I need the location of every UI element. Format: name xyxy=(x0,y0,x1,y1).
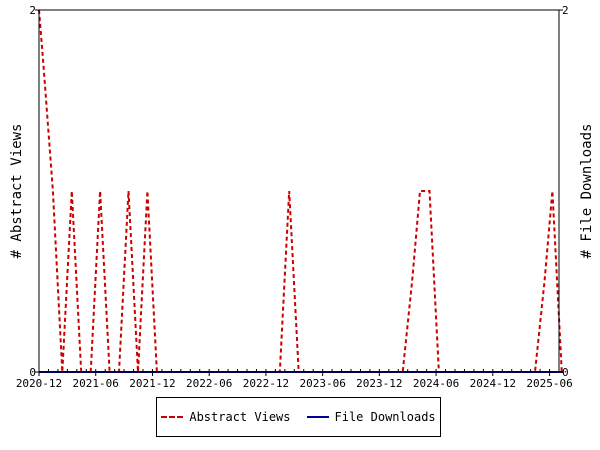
x-axis-ticks: 2020-12 2021-06 2021-12 2022-06 2022-12 2023-… xyxy=(16,369,573,390)
right-axis-title: # File Downloads xyxy=(579,124,595,259)
x-tick-label: 2021-12 xyxy=(129,377,175,390)
y-axis-ticks: 0 2 0 2 xyxy=(29,4,568,379)
plot-area xyxy=(39,10,559,372)
y-right-tick-label: 0 xyxy=(562,366,569,379)
y-left-tick-label: 0 xyxy=(29,366,36,379)
x-tick-label: 2022-06 xyxy=(186,377,232,390)
y-left-tick-label: 2 xyxy=(29,4,36,17)
series-line-abstract-views xyxy=(38,9,563,373)
x-tick-label: 2024-06 xyxy=(413,377,459,390)
legend-label-file-downloads: File Downloads xyxy=(334,410,436,424)
left-axis-title: # Abstract Views xyxy=(9,124,25,259)
chart: 2020-12 2021-06 2021-12 2022-06 2022-12 2023-… xyxy=(9,4,595,390)
y-right-tick-label: 2 xyxy=(562,4,569,17)
legend-item-abstract-views: Abstract Views xyxy=(161,410,291,424)
legend-swatch-file-downloads xyxy=(306,416,329,418)
x-tick-label: 2020-12 xyxy=(16,377,62,390)
x-tick-label: 2025-06 xyxy=(526,377,572,390)
x-tick-label: 2021-06 xyxy=(73,377,119,390)
x-tick-label: 2023-12 xyxy=(356,377,402,390)
x-tick-label: 2022-12 xyxy=(243,377,289,390)
legend-swatch-abstract-views xyxy=(161,416,184,418)
legend: Abstract Views File Downloads xyxy=(156,397,441,437)
x-tick-label: 2023-06 xyxy=(299,377,345,390)
legend-label-abstract-views: Abstract Views xyxy=(189,410,291,424)
legend-item-file-downloads: File Downloads xyxy=(306,410,436,424)
x-tick-label: 2024-12 xyxy=(470,377,516,390)
